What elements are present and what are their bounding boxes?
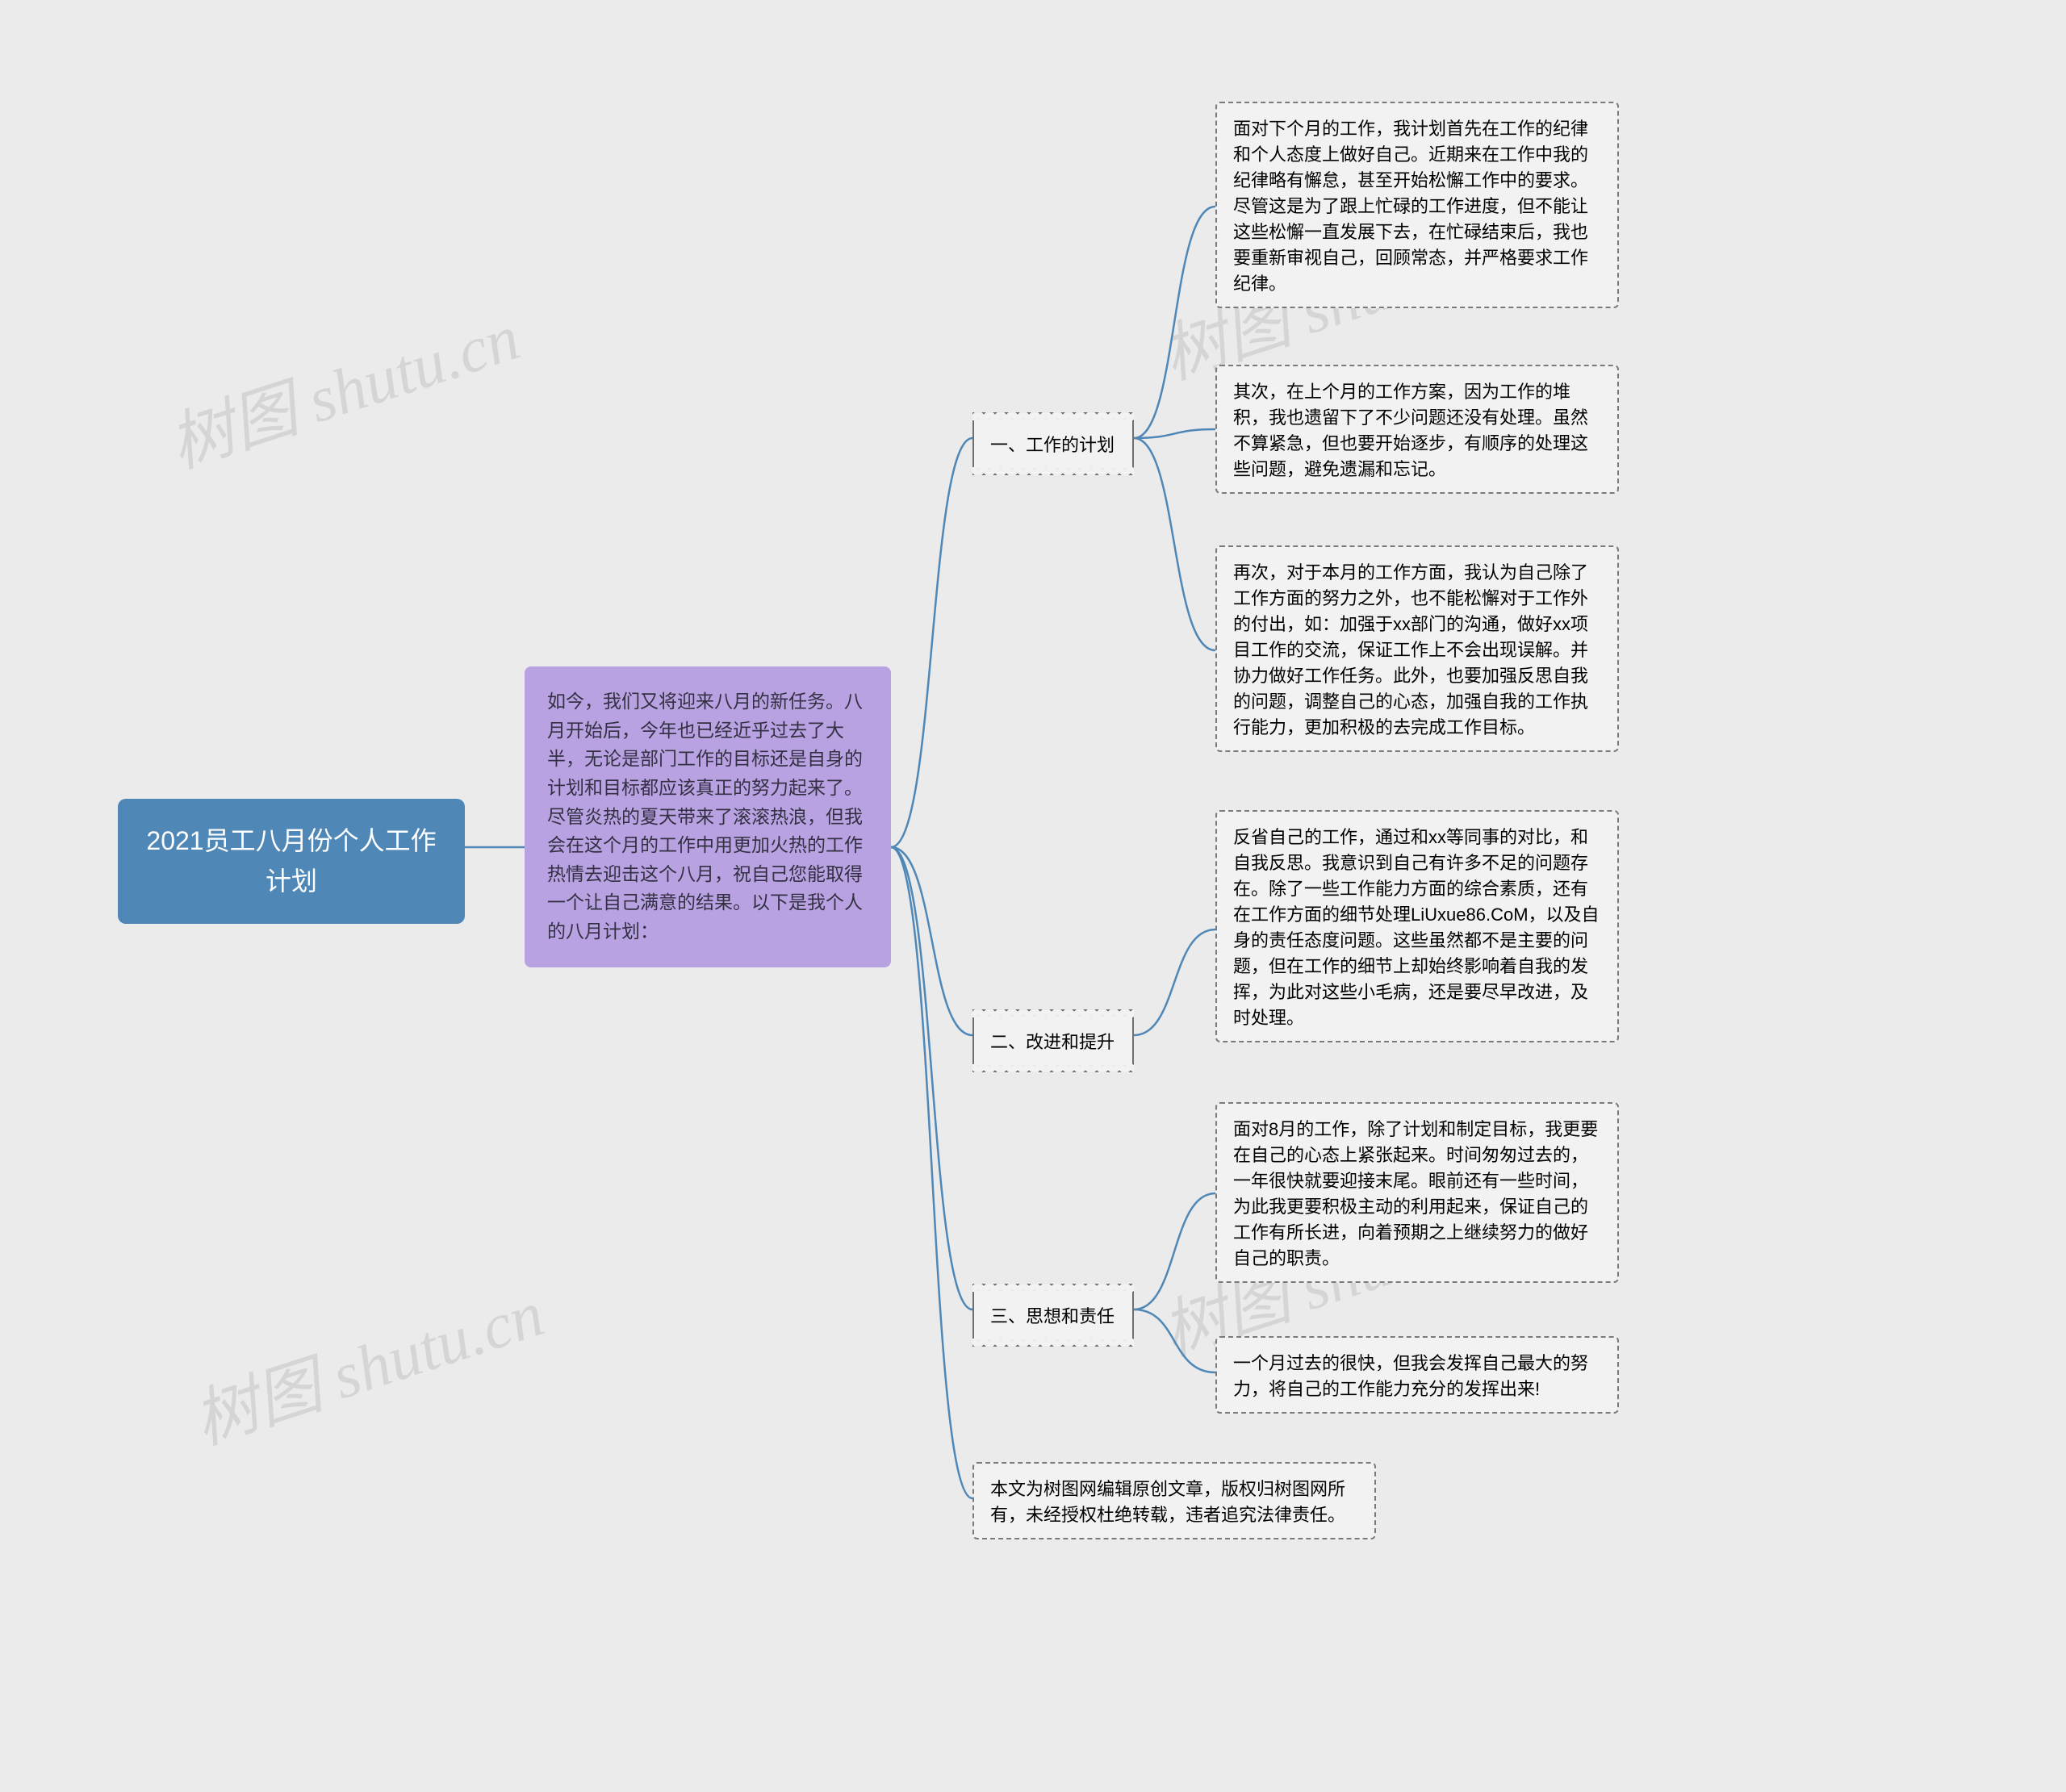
- leaf-3-2: 一个月过去的很快，但我会发挥自己最大的努力，将自己的工作能力充分的发挥出来!: [1215, 1336, 1619, 1414]
- branch-3: 三、思想和责任: [972, 1291, 1134, 1339]
- leaf-1-1: 面对下个月的工作，我计划首先在工作的纪律和个人态度上做好自己。近期来在工作中我的…: [1215, 102, 1619, 308]
- leaf-1-3-text: 再次，对于本月的工作方面，我认为自己除了工作方面的努力之外，也不能松懈对于工作外…: [1233, 562, 1588, 737]
- leaf-1-1-text: 面对下个月的工作，我计划首先在工作的纪律和个人态度上做好自己。近期来在工作中我的…: [1233, 119, 1588, 294]
- branch-3-label: 三、思想和责任: [990, 1306, 1115, 1326]
- leaf-1-3: 再次，对于本月的工作方面，我认为自己除了工作方面的努力之外，也不能松懈对于工作外…: [1215, 545, 1619, 752]
- leaf-3-2-text: 一个月过去的很快，但我会发挥自己最大的努力，将自己的工作能力充分的发挥出来!: [1233, 1353, 1588, 1399]
- leaf-3-1: 面对8月的工作，除了计划和制定目标，我更要在自己的心态上紧张起来。时间匆匆过去的…: [1215, 1102, 1619, 1283]
- leaf-3-1-text: 面对8月的工作，除了计划和制定目标，我更要在自己的心态上紧张起来。时间匆匆过去的…: [1233, 1119, 1598, 1268]
- root-node: 2021员工八月份个人工作 计划: [118, 799, 465, 924]
- root-title-line1: 2021员工八月份个人工作: [142, 821, 441, 862]
- watermark: 树图 shutu.cn: [180, 1261, 554, 1462]
- intro-text: 如今，我们又将迎来八月的新任务。八月开始后，今年也已经近乎过去了大半，无论是部门…: [547, 691, 863, 942]
- leaf-2-1-text: 反省自己的工作，通过和xx等同事的对比，和自我反思。我意识到自己有许多不足的问题…: [1233, 827, 1600, 1028]
- leaf-1-2-text: 其次，在上个月的工作方案，因为工作的堆积，我也遗留下了不少问题还没有处理。虽然不…: [1233, 382, 1588, 479]
- branch-2: 二、改进和提升: [972, 1017, 1134, 1065]
- branch-1: 一、工作的计划: [972, 420, 1134, 468]
- leaf-2-1: 反省自己的工作，通过和xx等同事的对比，和自我反思。我意识到自己有许多不足的问题…: [1215, 810, 1619, 1042]
- branch-1-label: 一、工作的计划: [990, 435, 1115, 455]
- leaf-1-2: 其次，在上个月的工作方案，因为工作的堆积，我也遗留下了不少问题还没有处理。虽然不…: [1215, 365, 1619, 494]
- footer-text: 本文为树图网编辑原创文章，版权归树图网所有，未经授权杜绝转载，违者追究法律责任。: [990, 1479, 1345, 1525]
- footer-node: 本文为树图网编辑原创文章，版权归树图网所有，未经授权杜绝转载，违者追究法律责任。: [972, 1462, 1376, 1539]
- watermark: 树图 shutu.cn: [156, 285, 529, 486]
- branch-2-label: 二、改进和提升: [990, 1032, 1115, 1052]
- root-title-line2: 计划: [142, 862, 441, 902]
- intro-node: 如今，我们又将迎来八月的新任务。八月开始后，今年也已经近乎过去了大半，无论是部门…: [525, 666, 891, 967]
